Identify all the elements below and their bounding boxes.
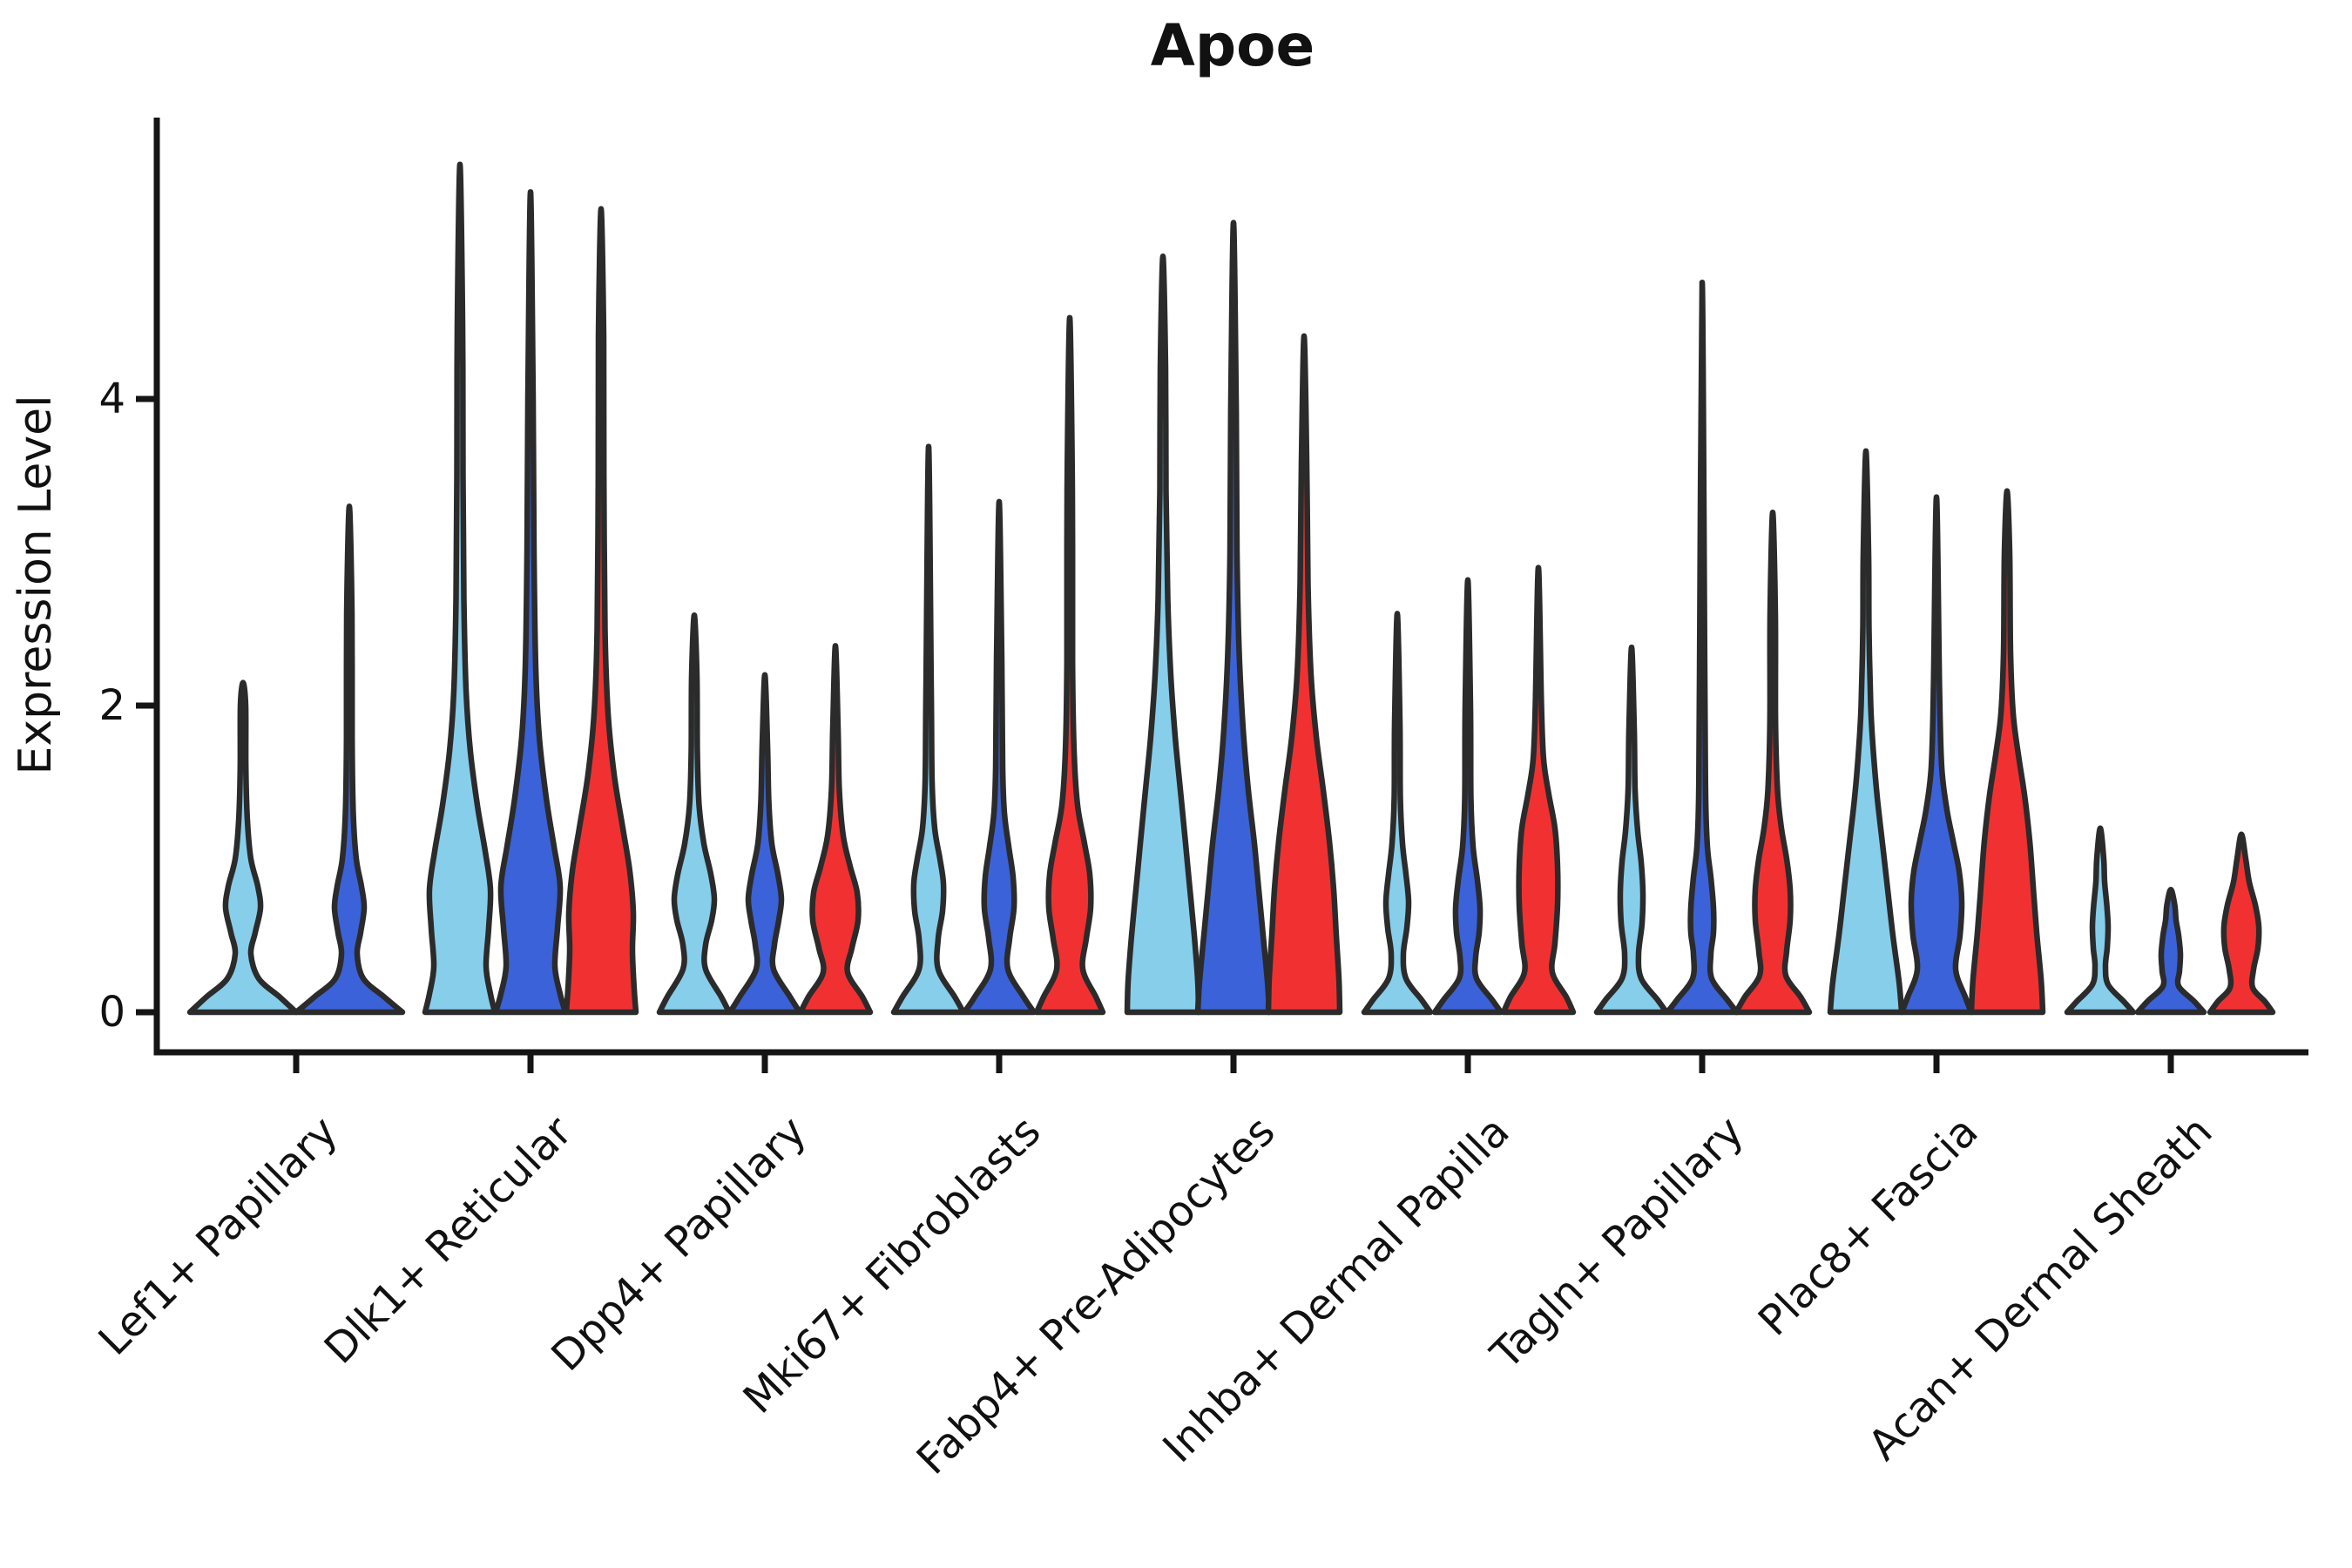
violin-tagln-papillary-skyblue	[1593, 644, 1670, 1016]
violin-inhba-dermal-papilla-red	[1500, 564, 1577, 1016]
violin-fabp4-pre-adipocytes-blue	[1194, 220, 1273, 1016]
x-tick-label-dlk1-reticular: Dlk1+ Reticular	[315, 1107, 582, 1374]
chart-title: Apoe	[1151, 12, 1315, 79]
violins-layer	[186, 161, 2276, 1016]
y-tick-label-4: 4	[98, 375, 125, 423]
x-tick-label-lef1-papillary: Lef1+ Papillary	[90, 1107, 348, 1365]
violin-dlk1-reticular-skyblue	[422, 161, 498, 1016]
violin-mki67-fibroblasts-blue	[961, 498, 1037, 1016]
violin-inhba-dermal-papilla-skyblue	[1361, 611, 1434, 1016]
violin-tagln-papillary-red	[1733, 509, 1813, 1016]
x-tick-label-tagln-papillary: Tagln+ Papillary	[1481, 1107, 1753, 1379]
y-tick-label-2: 2	[98, 681, 125, 730]
y-axis-label: Expression Level	[10, 395, 62, 774]
violin-plac8-fascia-skyblue	[1827, 448, 1905, 1016]
violin-mki67-fibroblasts-skyblue	[890, 443, 967, 1016]
violin-tagln-papillary-blue	[1664, 279, 1740, 1016]
violin-lef1-papillary-blue	[293, 503, 406, 1016]
violin-plac8-fascia-red	[1968, 488, 2046, 1016]
violin-dlk1-reticular-blue	[492, 189, 569, 1016]
violin-inhba-dermal-papilla-blue	[1431, 577, 1504, 1016]
violin-dlk1-reticular-red	[563, 206, 639, 1016]
y-tick-label-0: 0	[98, 988, 125, 1037]
violin-plac8-fascia-blue	[1898, 494, 1975, 1016]
violin-mki67-fibroblasts-red	[1033, 314, 1106, 1016]
x-tick-label-plac8-fascia: Plac8+ Fascia	[1749, 1107, 1988, 1346]
violin-fabp4-pre-adipocytes-red	[1265, 333, 1343, 1016]
violin-dpp4-papillary-skyblue	[656, 612, 733, 1016]
violin-acan-dermal-sheath-skyblue	[2064, 825, 2137, 1016]
violin-fabp4-pre-adipocytes-skyblue	[1124, 253, 1202, 1016]
violin-acan-dermal-sheath-red	[2207, 831, 2276, 1016]
violin-acan-dermal-sheath-blue	[2134, 886, 2207, 1016]
x-tick-label-dpp4-papillary: Dpp4+ Papillary	[542, 1107, 815, 1381]
violin-dpp4-papillary-red	[797, 643, 874, 1016]
violin-dpp4-papillary-blue	[727, 672, 803, 1016]
violin-lef1-papillary-skyblue	[186, 679, 300, 1016]
